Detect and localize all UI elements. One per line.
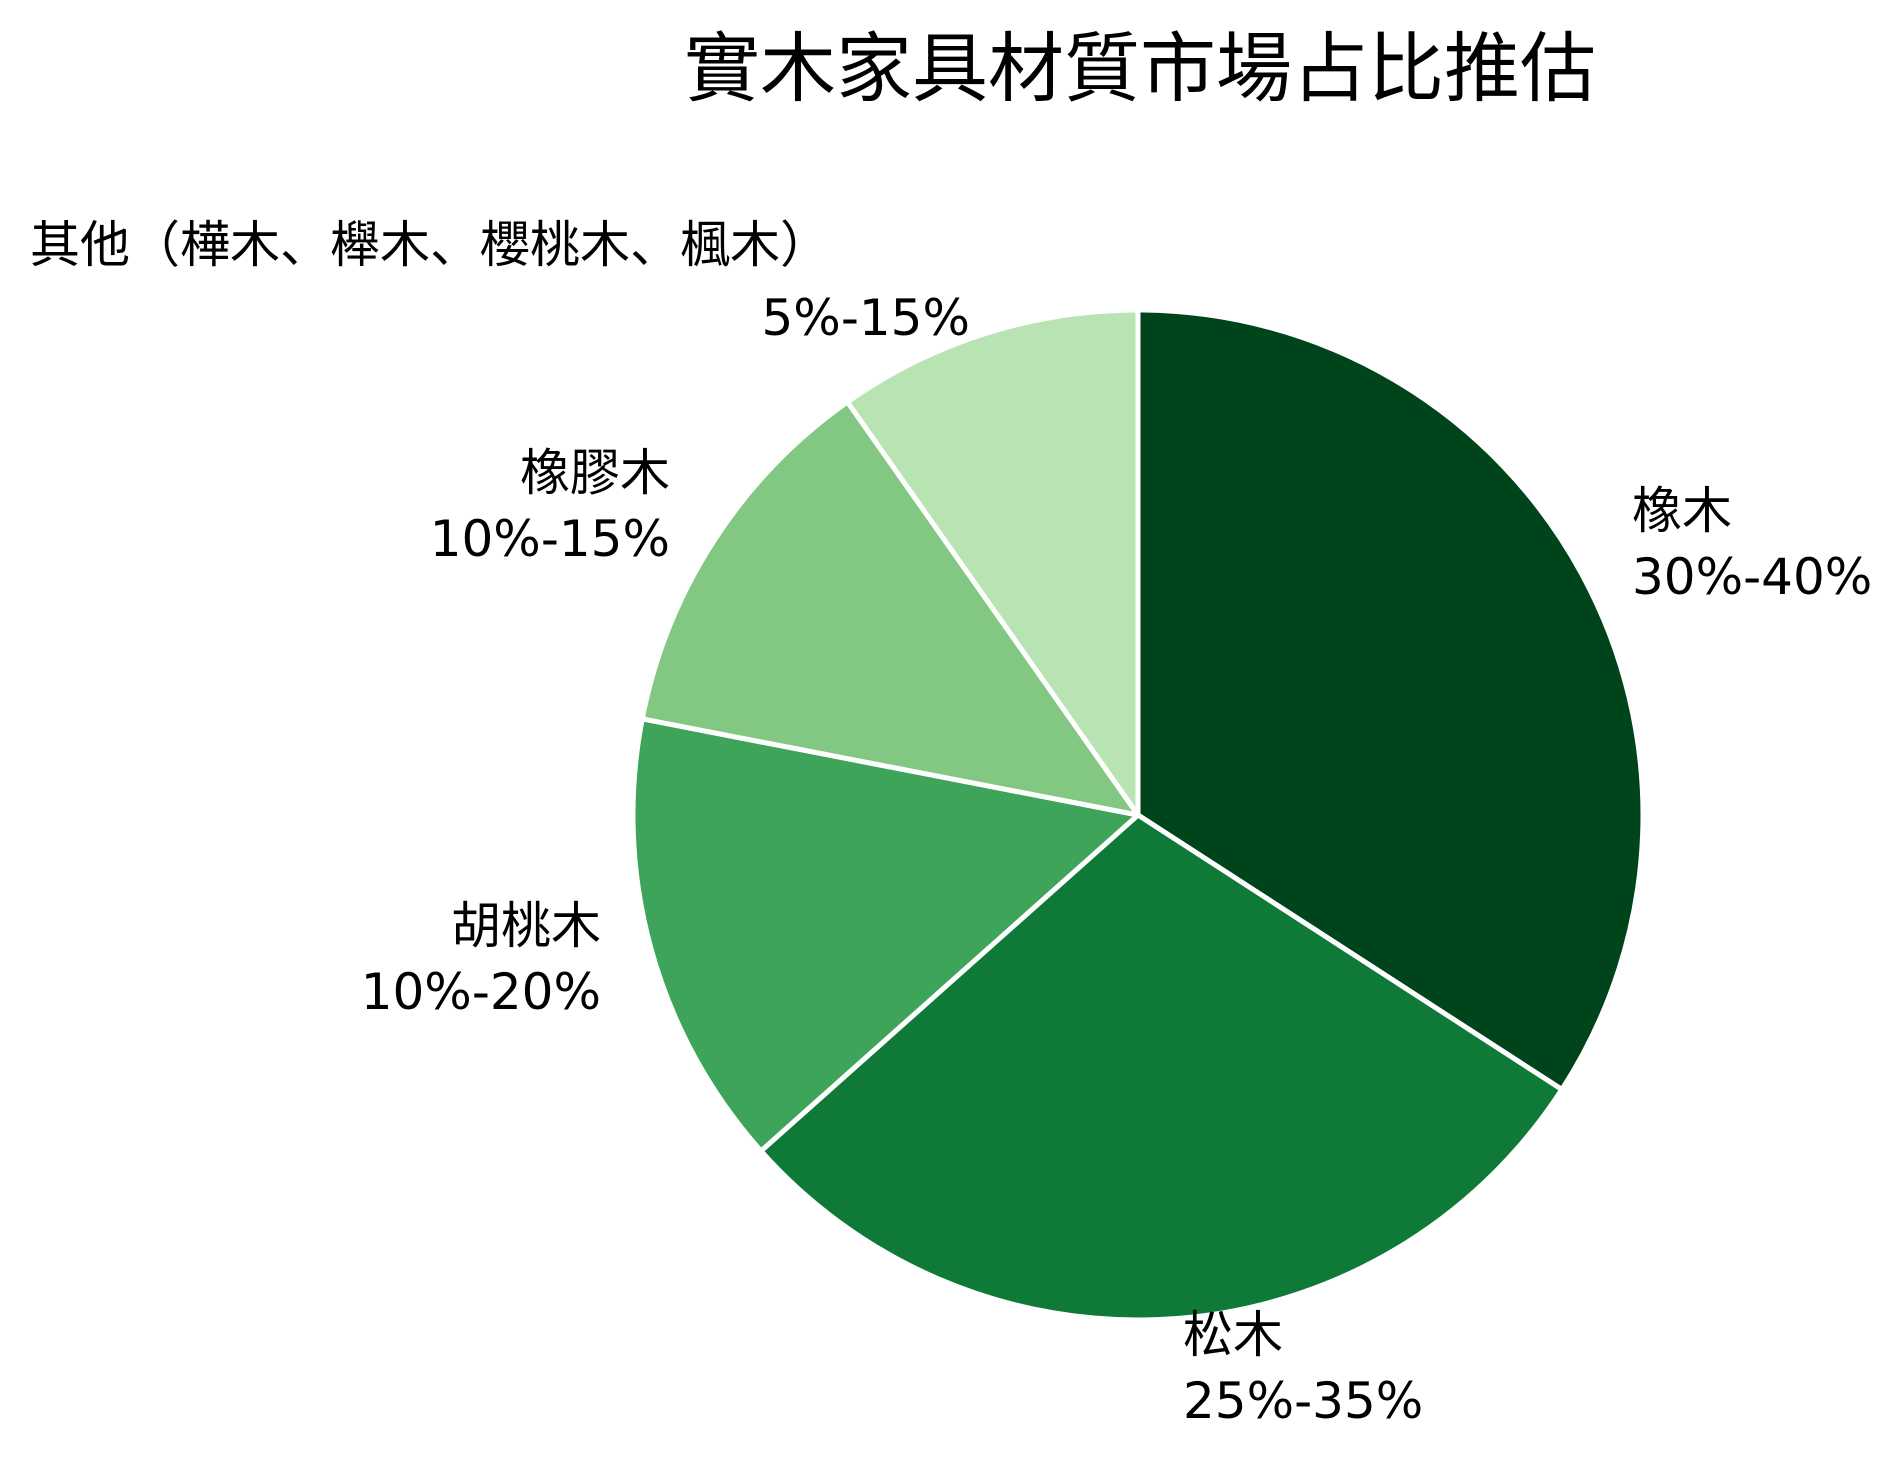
pie-slice-3 — [639, 399, 1141, 818]
slice-label-name-3: 橡膠木 — [520, 444, 670, 502]
chart-title: 實木家具材質市場占比推估 — [684, 24, 1596, 113]
slice-label-name-2: 胡桃木 — [451, 897, 601, 955]
pie-slice-4 — [844, 307, 1141, 818]
slice-label-range-1: 25%-35% — [1183, 1372, 1423, 1430]
pie-labels: 橡木 30%-40% 松木 25%-35% 胡桃木 10%-20% 橡膠木 10%-15% 其他… — [30, 216, 1872, 1430]
pie-slice-2 — [630, 716, 1141, 1154]
slice-label-range-3: 10%-15% — [430, 510, 670, 568]
slice-label-name-4: 其他（樺木、櫸木、櫻桃木、楓木） — [30, 216, 830, 274]
slice-label-name-0: 橡木 — [1632, 482, 1732, 540]
pie-slices — [630, 307, 1646, 1323]
slice-label-range-2: 10%-20% — [361, 963, 601, 1021]
pie-slice-1 — [758, 812, 1565, 1323]
slice-label-range-4: 5%-15% — [762, 289, 971, 347]
slice-label-name-1: 松木 — [1183, 1306, 1283, 1364]
slice-label-range-0: 30%-40% — [1632, 548, 1872, 606]
